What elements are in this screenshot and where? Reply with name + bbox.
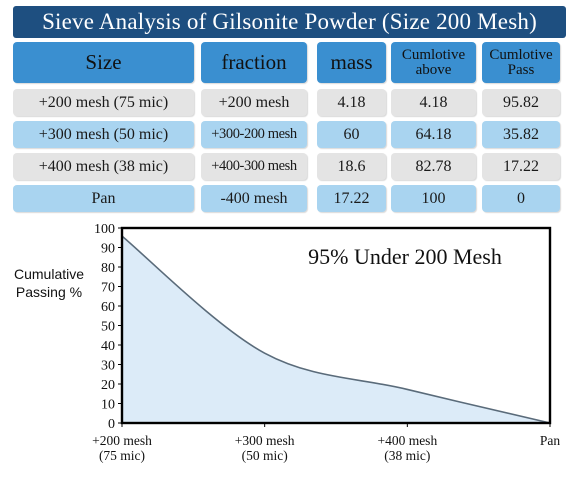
y-axis-label: Cumulative Passing % <box>13 266 85 300</box>
y-tick-label: 20 <box>101 378 115 393</box>
table-cell-mass: 4.18 <box>317 89 386 116</box>
area-fill <box>122 236 550 423</box>
table-cell-cum-above: 64.18 <box>391 121 476 148</box>
table-cell-mass: 18.6 <box>317 153 386 180</box>
header-size: Size <box>13 42 194 83</box>
table-cell-cum-pass: 35.82 <box>482 121 560 148</box>
table-cell-cum-above: 4.18 <box>391 89 476 116</box>
y-tick-label: 50 <box>101 320 115 335</box>
y-tick-label: 30 <box>101 359 115 374</box>
y-tick-label: 100 <box>94 222 115 237</box>
table-cell-fraction: +200 mesh <box>201 89 307 116</box>
chart-plot: 0 10 20 30 40 50 60 70 80 90 100 +200 mesh(75 mic) +… <box>92 222 560 463</box>
header-cumulative-above-line2: above <box>415 61 452 78</box>
table-cell-cum-pass: 0 <box>482 185 560 212</box>
header-cumulative-above: Cumlotive above <box>391 42 476 83</box>
table-cell-fraction: +400-300 mesh <box>201 153 307 180</box>
y-tick-label: 80 <box>101 261 115 276</box>
series-line <box>121 235 551 424</box>
header-fraction: fraction <box>201 42 307 83</box>
table-cell-cum-pass: 17.22 <box>482 153 560 180</box>
table-cell-cum-above: 100 <box>391 185 476 212</box>
table-cell-fraction: +300-200 mesh <box>201 121 307 148</box>
table-cell-size: +400 mesh (38 mic) <box>13 153 194 180</box>
table-cell-mass: 60 <box>317 121 386 148</box>
x-tick-label: (50 mic) <box>242 448 288 463</box>
chart-annotation: 95% Under 200 Mesh <box>308 244 502 269</box>
table-cell-fraction: -400 mesh <box>201 185 307 212</box>
table-cell-cum-above: 82.78 <box>391 153 476 180</box>
table-cell-size: +200 mesh (75 mic) <box>13 89 194 116</box>
x-tick-label: (38 mic) <box>384 448 430 463</box>
x-tick-label: +300 mesh <box>235 433 295 448</box>
page-title: Sieve Analysis of Gilsonite Powder (Size… <box>13 6 566 38</box>
y-tick-label: 60 <box>101 300 115 315</box>
x-tick-label: (75 mic) <box>99 448 145 463</box>
x-tick-label: Pan <box>540 433 561 448</box>
y-tick-label: 40 <box>101 339 115 354</box>
header-cumulative-pass-line1: Cumlotive <box>489 46 553 63</box>
header-cumulative-above-line1: Cumlotive <box>401 46 466 63</box>
y-tick-label: 70 <box>101 281 115 296</box>
header-cumulative-pass: Cumlotive Pass <box>482 42 560 83</box>
table-cell-size: +300 mesh (50 mic) <box>13 121 194 148</box>
y-tick-label: 90 <box>101 242 115 257</box>
header-mass: mass <box>317 42 386 83</box>
y-tick-label: 0 <box>108 417 115 432</box>
plot-frame <box>120 226 552 425</box>
table-cell-size: Pan <box>13 185 194 212</box>
header-cumulative-pass-line2: Pass <box>507 61 535 78</box>
x-tick-label: +400 mesh <box>377 433 437 448</box>
x-tick-label: +200 mesh <box>92 433 152 448</box>
table-cell-cum-pass: 95.82 <box>482 89 560 116</box>
table-cell-mass: 17.22 <box>317 185 386 212</box>
y-tick-label: 10 <box>101 398 115 413</box>
